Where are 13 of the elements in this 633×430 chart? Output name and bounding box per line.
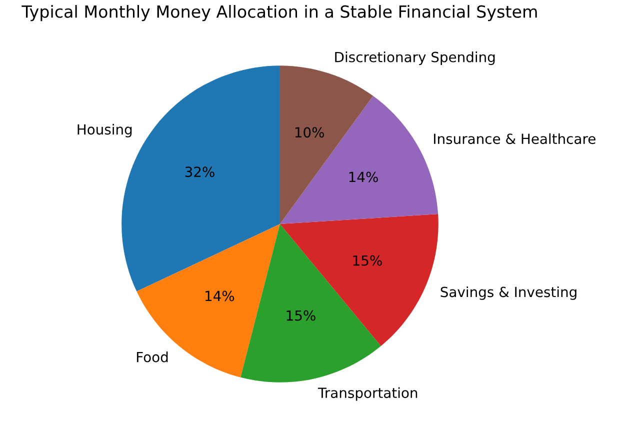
slice-label: Transportation bbox=[318, 387, 418, 401]
slice-label: Savings & Investing bbox=[440, 286, 576, 300]
data-label: 15% bbox=[353, 255, 382, 266]
slice-label: Discretionary Spending bbox=[335, 52, 495, 65]
data-label: 15% bbox=[286, 310, 316, 321]
data-label: 14% bbox=[349, 172, 378, 182]
data-label: 10% bbox=[295, 127, 324, 138]
chart-title: Typical Monthly Money Allocation in a Stable Financial System bbox=[22, 4, 537, 22]
slice-label: Insurance & Healthcare bbox=[434, 133, 596, 144]
slice-label: Food bbox=[136, 352, 168, 362]
slice-label: Housing bbox=[78, 124, 132, 138]
data-label: 14% bbox=[205, 290, 234, 302]
data-label: 32% bbox=[185, 166, 214, 178]
